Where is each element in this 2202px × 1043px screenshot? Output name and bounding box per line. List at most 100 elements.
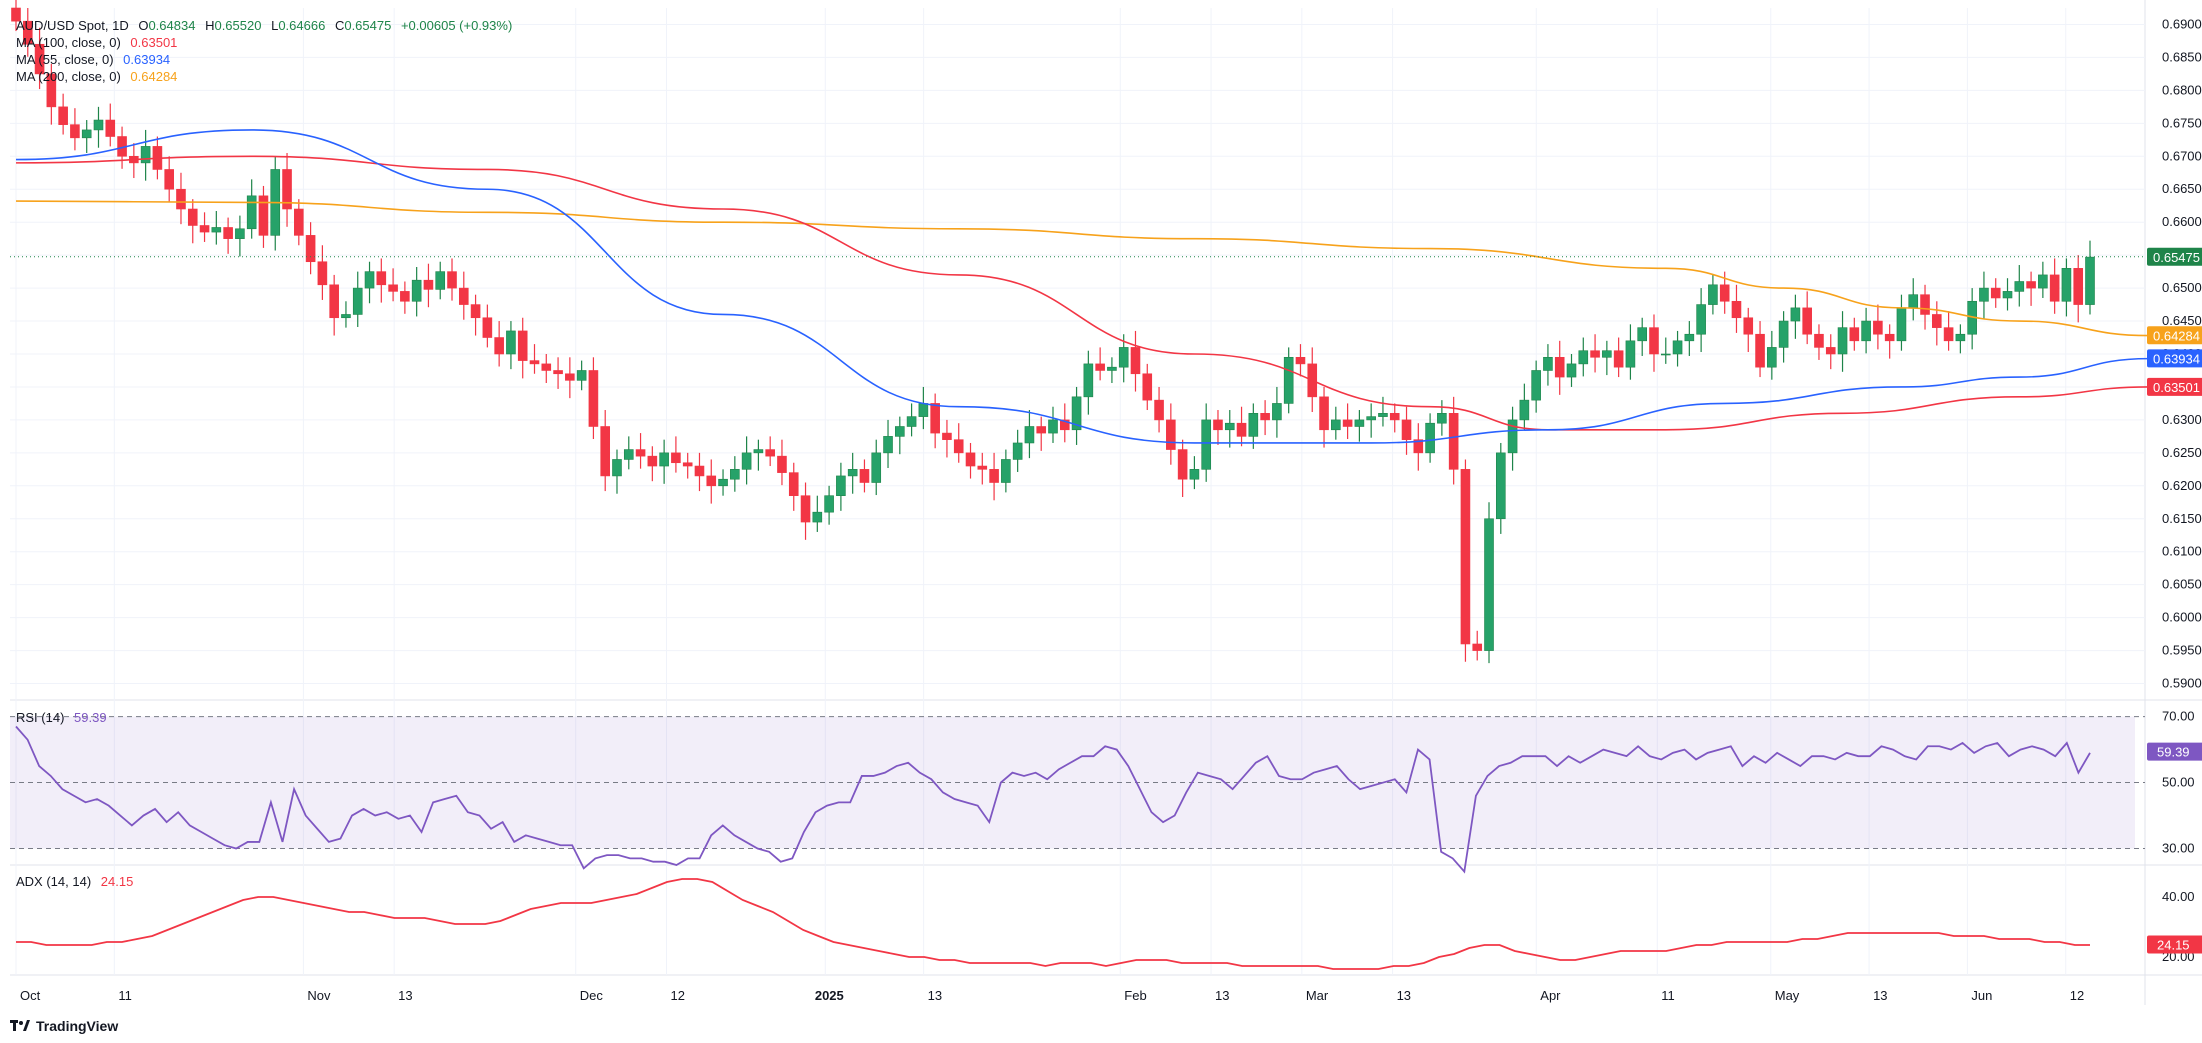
candle-body: [588, 370, 599, 427]
candle-body: [2061, 268, 2072, 302]
ma55-label: MA (55, close, 0): [16, 52, 114, 67]
candle-body: [1495, 452, 1506, 520]
candle-body: [235, 228, 245, 239]
candle-body: [1684, 333, 1695, 342]
candle-body: [671, 452, 681, 464]
candle-body: [1790, 307, 1801, 322]
time-tick-label: 13: [928, 988, 942, 1003]
candle-body: [1755, 333, 1765, 368]
candle-body: [989, 469, 999, 483]
candle-body: [1625, 340, 1636, 368]
ma200-legend[interactable]: MA (200, close, 0) 0.64284: [16, 68, 183, 85]
symbol-title[interactable]: AUD/USD Spot, 1D: [16, 18, 129, 33]
rsi-line: [15, 725, 2091, 874]
candle-body: [553, 370, 563, 375]
ma200-label: MA (200, close, 0): [16, 69, 121, 84]
candle-body: [1637, 327, 1648, 342]
candle-body: [1873, 320, 1883, 335]
candle-body: [871, 452, 882, 483]
candle-body: [1213, 419, 1223, 431]
candle-body: [1990, 287, 2001, 299]
candle-body: [411, 279, 422, 302]
candle-body: [1861, 320, 1871, 342]
high-value: 0.65520: [214, 18, 262, 33]
tradingview-logo[interactable]: TradingView: [10, 1018, 118, 1034]
candle-body: [930, 403, 940, 434]
candle-body: [1602, 350, 1612, 358]
ma55-badge: [2147, 349, 2202, 368]
candle-body: [647, 455, 658, 467]
candle-body: [58, 106, 68, 125]
rsi-label: RSI (14): [16, 710, 65, 725]
candle-body: [1425, 422, 1435, 454]
candle-body: [1578, 350, 1589, 365]
candle-body: [918, 403, 929, 417]
candle-body: [1177, 449, 1188, 480]
time-tick-label: Jun: [1971, 988, 1992, 1003]
adx-legend[interactable]: ADX (14, 14) 24.15: [16, 873, 139, 890]
time-tick-label: Oct: [20, 988, 41, 1003]
candle-body: [635, 449, 646, 457]
ma55-legend[interactable]: MA (55, close, 0) 0.63934: [16, 51, 176, 68]
candle-body: [1130, 347, 1141, 375]
time-tick-label: 13: [1873, 988, 1887, 1003]
time-tick-label: 13: [1397, 988, 1411, 1003]
candle-body: [140, 146, 151, 164]
time-tick-label: May: [1775, 988, 1800, 1003]
ma100-value: 0.63501: [130, 35, 178, 50]
candle-body: [1083, 363, 1094, 398]
adx-badge: [2147, 935, 2202, 954]
candle-body: [1401, 419, 1412, 440]
candle-body: [423, 279, 434, 290]
candle-body: [836, 475, 846, 496]
candle-body: [517, 330, 528, 361]
candle-body: [1295, 356, 1306, 365]
candle-body: [1979, 287, 1989, 302]
candle-body: [1896, 307, 1907, 342]
candle-body: [1071, 396, 1082, 431]
candle-body: [847, 469, 858, 477]
candle-body: [565, 373, 575, 381]
time-tick-label: 12: [670, 988, 684, 1003]
candle-body: [777, 455, 787, 473]
candle-body: [1437, 413, 1447, 424]
candle-body: [1331, 419, 1341, 431]
candle-body: [1743, 317, 1754, 335]
rsi-tick-label: 50.00: [2162, 775, 2195, 790]
candle-body: [1955, 333, 1966, 342]
candle-body: [942, 432, 952, 440]
candle-body: [1566, 363, 1577, 378]
candle-body: [1024, 426, 1035, 444]
candle-body: [364, 271, 375, 289]
candle-body: [482, 317, 493, 338]
ma100-badge: [2147, 377, 2202, 396]
rsi-legend[interactable]: RSI (14) 59.39: [16, 709, 113, 726]
candle-body: [1236, 422, 1247, 437]
candle-body: [694, 465, 705, 477]
candle-body: [741, 452, 752, 470]
rsi-tick-label: 70.00: [2162, 709, 2195, 724]
time-tick-label: Mar: [1306, 988, 1329, 1003]
candle-body: [1719, 284, 1730, 302]
candle-body: [1531, 370, 1541, 401]
ma55-badge-text: 0.63934: [2153, 351, 2200, 366]
candle-body: [1507, 419, 1518, 454]
ma200-line: [15, 200, 2149, 337]
open-value: 0.64834: [148, 18, 196, 33]
candle-body: [341, 314, 351, 319]
candle-body: [706, 475, 717, 487]
candle-body: [1825, 347, 1836, 355]
candle-body: [1778, 320, 1789, 348]
candle-body: [718, 478, 728, 487]
candle-body: [1319, 396, 1329, 431]
candle-body: [164, 169, 174, 190]
time-tick-label: 13: [1215, 988, 1229, 1003]
candle-body: [388, 284, 398, 292]
ma100-legend[interactable]: MA (100, close, 0) 0.63501: [16, 34, 183, 51]
